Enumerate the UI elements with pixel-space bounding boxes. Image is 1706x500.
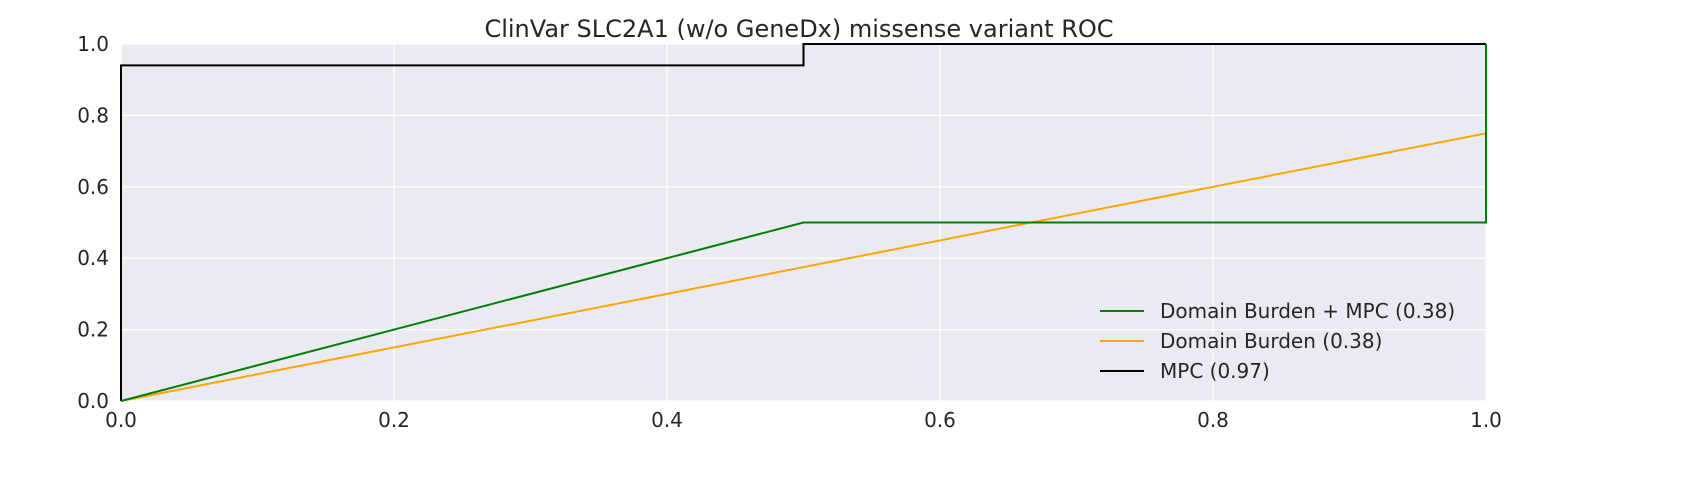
series-lines xyxy=(120,43,1487,402)
y-tick-label: 0.4 xyxy=(77,246,109,270)
legend: Domain Burden + MPC (0.38) Domain Burden … xyxy=(1100,299,1455,383)
grid xyxy=(120,43,1487,402)
legend-label: Domain Burden + MPC (0.38) xyxy=(1160,299,1455,323)
tick-labels: 0.0 0.2 0.4 0.6 0.8 1.0 0.0 0.2 0.4 0.6 0.8 1.0 xyxy=(77,32,1502,432)
x-tick-label: 0.8 xyxy=(1197,408,1229,432)
x-tick-label: 0.4 xyxy=(651,408,683,432)
chart-title: ClinVar SLC2A1 (w/o GeneDx) missense var… xyxy=(484,15,1113,43)
series-line-0 xyxy=(120,44,1487,402)
series-line-2 xyxy=(120,43,1486,401)
y-tick-label: 0.2 xyxy=(77,318,109,342)
x-tick-label: 0.0 xyxy=(105,408,137,432)
x-tick-label: 1.0 xyxy=(1470,408,1502,432)
x-tick-label: 0.6 xyxy=(924,408,956,432)
x-tick-label: 0.2 xyxy=(378,408,410,432)
y-tick-label: 0.6 xyxy=(77,175,109,199)
y-tick-label: 0.8 xyxy=(77,103,109,127)
y-tick-label: 1.0 xyxy=(77,32,109,56)
legend-label: MPC (0.97) xyxy=(1160,359,1270,383)
y-tick-label: 0.0 xyxy=(77,389,109,413)
legend-label: Domain Burden (0.38) xyxy=(1160,329,1382,353)
